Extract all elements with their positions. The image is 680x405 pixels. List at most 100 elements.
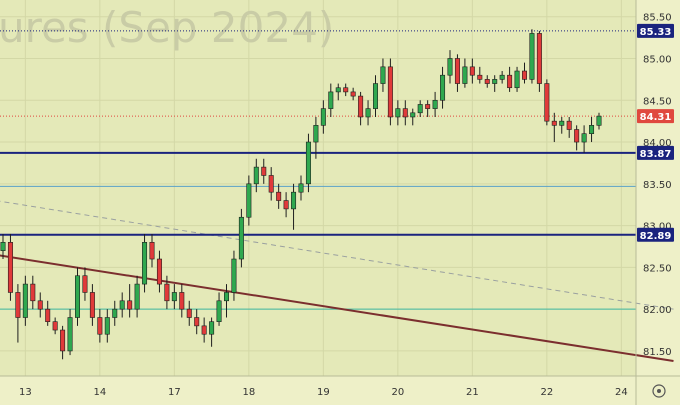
y-tick-label: 83.00 [643, 222, 672, 233]
level-label-bg [637, 145, 674, 160]
y-tick-label: 84.00 [643, 138, 672, 149]
candle [358, 91, 364, 126]
candle [186, 300, 192, 326]
candle [52, 317, 58, 335]
x-tick-label: 19 [317, 387, 330, 398]
candle [201, 317, 207, 343]
x-tick-label: 14 [93, 387, 106, 398]
y-tick-label: 85.50 [643, 13, 672, 24]
candle [298, 175, 304, 201]
candle [305, 133, 311, 193]
candle [119, 292, 125, 318]
candle [246, 175, 252, 226]
x-tick-label: 13 [19, 387, 32, 398]
candle [15, 284, 21, 343]
candle [328, 83, 334, 117]
candle [440, 66, 446, 109]
candle [0, 233, 6, 260]
y-tick-label: 81.50 [643, 347, 672, 358]
candle [164, 275, 170, 310]
candle [521, 62, 527, 84]
candle [97, 309, 103, 343]
candle [261, 158, 267, 184]
candle [536, 30, 542, 92]
candle [335, 83, 341, 101]
candle [276, 183, 282, 209]
candle [402, 100, 408, 126]
candle [514, 66, 520, 92]
x-tick-label: 24 [615, 387, 628, 398]
candle [104, 309, 110, 343]
candle [507, 66, 513, 92]
candle [67, 309, 73, 356]
candle [171, 284, 177, 310]
watermark: ures (Sep 2024) [0, 3, 334, 52]
candle [112, 300, 118, 326]
level-label-bg [637, 23, 674, 38]
candle [22, 275, 28, 326]
candle [89, 284, 95, 326]
x-tick-label: 17 [168, 387, 181, 398]
descending-trendline [0, 254, 674, 362]
level-label: 85.33 [640, 27, 672, 38]
candle [283, 192, 289, 218]
candle [37, 292, 43, 318]
candle [589, 116, 595, 143]
candle [410, 108, 416, 126]
candle [447, 50, 453, 84]
candle [253, 158, 259, 193]
candle [60, 325, 66, 360]
level-label-bg [637, 227, 674, 242]
level-label: 83.87 [640, 149, 672, 160]
candle [380, 58, 386, 92]
candle [425, 100, 431, 117]
candle [209, 317, 215, 347]
x-tick-label: 21 [466, 387, 479, 398]
candle [462, 58, 468, 88]
candle [82, 267, 88, 301]
candle [224, 284, 230, 318]
candle [156, 250, 162, 293]
candle [581, 125, 587, 153]
candle [499, 71, 505, 84]
candle [544, 79, 550, 126]
candle [492, 75, 498, 92]
candle [454, 54, 460, 92]
candle [551, 112, 557, 143]
candle [179, 284, 185, 318]
candle [365, 100, 371, 126]
candle [469, 58, 475, 84]
level-label: 84.31 [640, 112, 672, 123]
candle [75, 267, 81, 326]
candle [387, 58, 393, 126]
candle [7, 233, 13, 301]
x-tick-label: 20 [391, 387, 404, 398]
candle [477, 66, 483, 84]
x-tick-label: 22 [540, 387, 553, 398]
candle [320, 100, 326, 134]
y-tick-label: 83.50 [643, 180, 672, 191]
level-label: 82.89 [640, 231, 672, 242]
y-tick-label: 84.50 [643, 96, 672, 107]
candle [484, 75, 490, 88]
candle [291, 183, 297, 230]
candle [343, 83, 349, 97]
candle [216, 292, 222, 326]
candle [372, 75, 378, 117]
candle [238, 208, 244, 268]
candle [194, 309, 200, 335]
candle [142, 233, 148, 293]
candle [30, 275, 36, 310]
level-label-bg [637, 109, 674, 124]
candle [559, 116, 565, 134]
candle [529, 29, 535, 84]
candle [268, 167, 274, 201]
chart-settings-icon[interactable] [652, 384, 666, 398]
candle [432, 91, 438, 117]
candle [134, 275, 140, 318]
candle [350, 87, 356, 101]
y-tick-label: 82.00 [643, 305, 672, 316]
candle [417, 100, 423, 117]
candle [45, 300, 51, 326]
